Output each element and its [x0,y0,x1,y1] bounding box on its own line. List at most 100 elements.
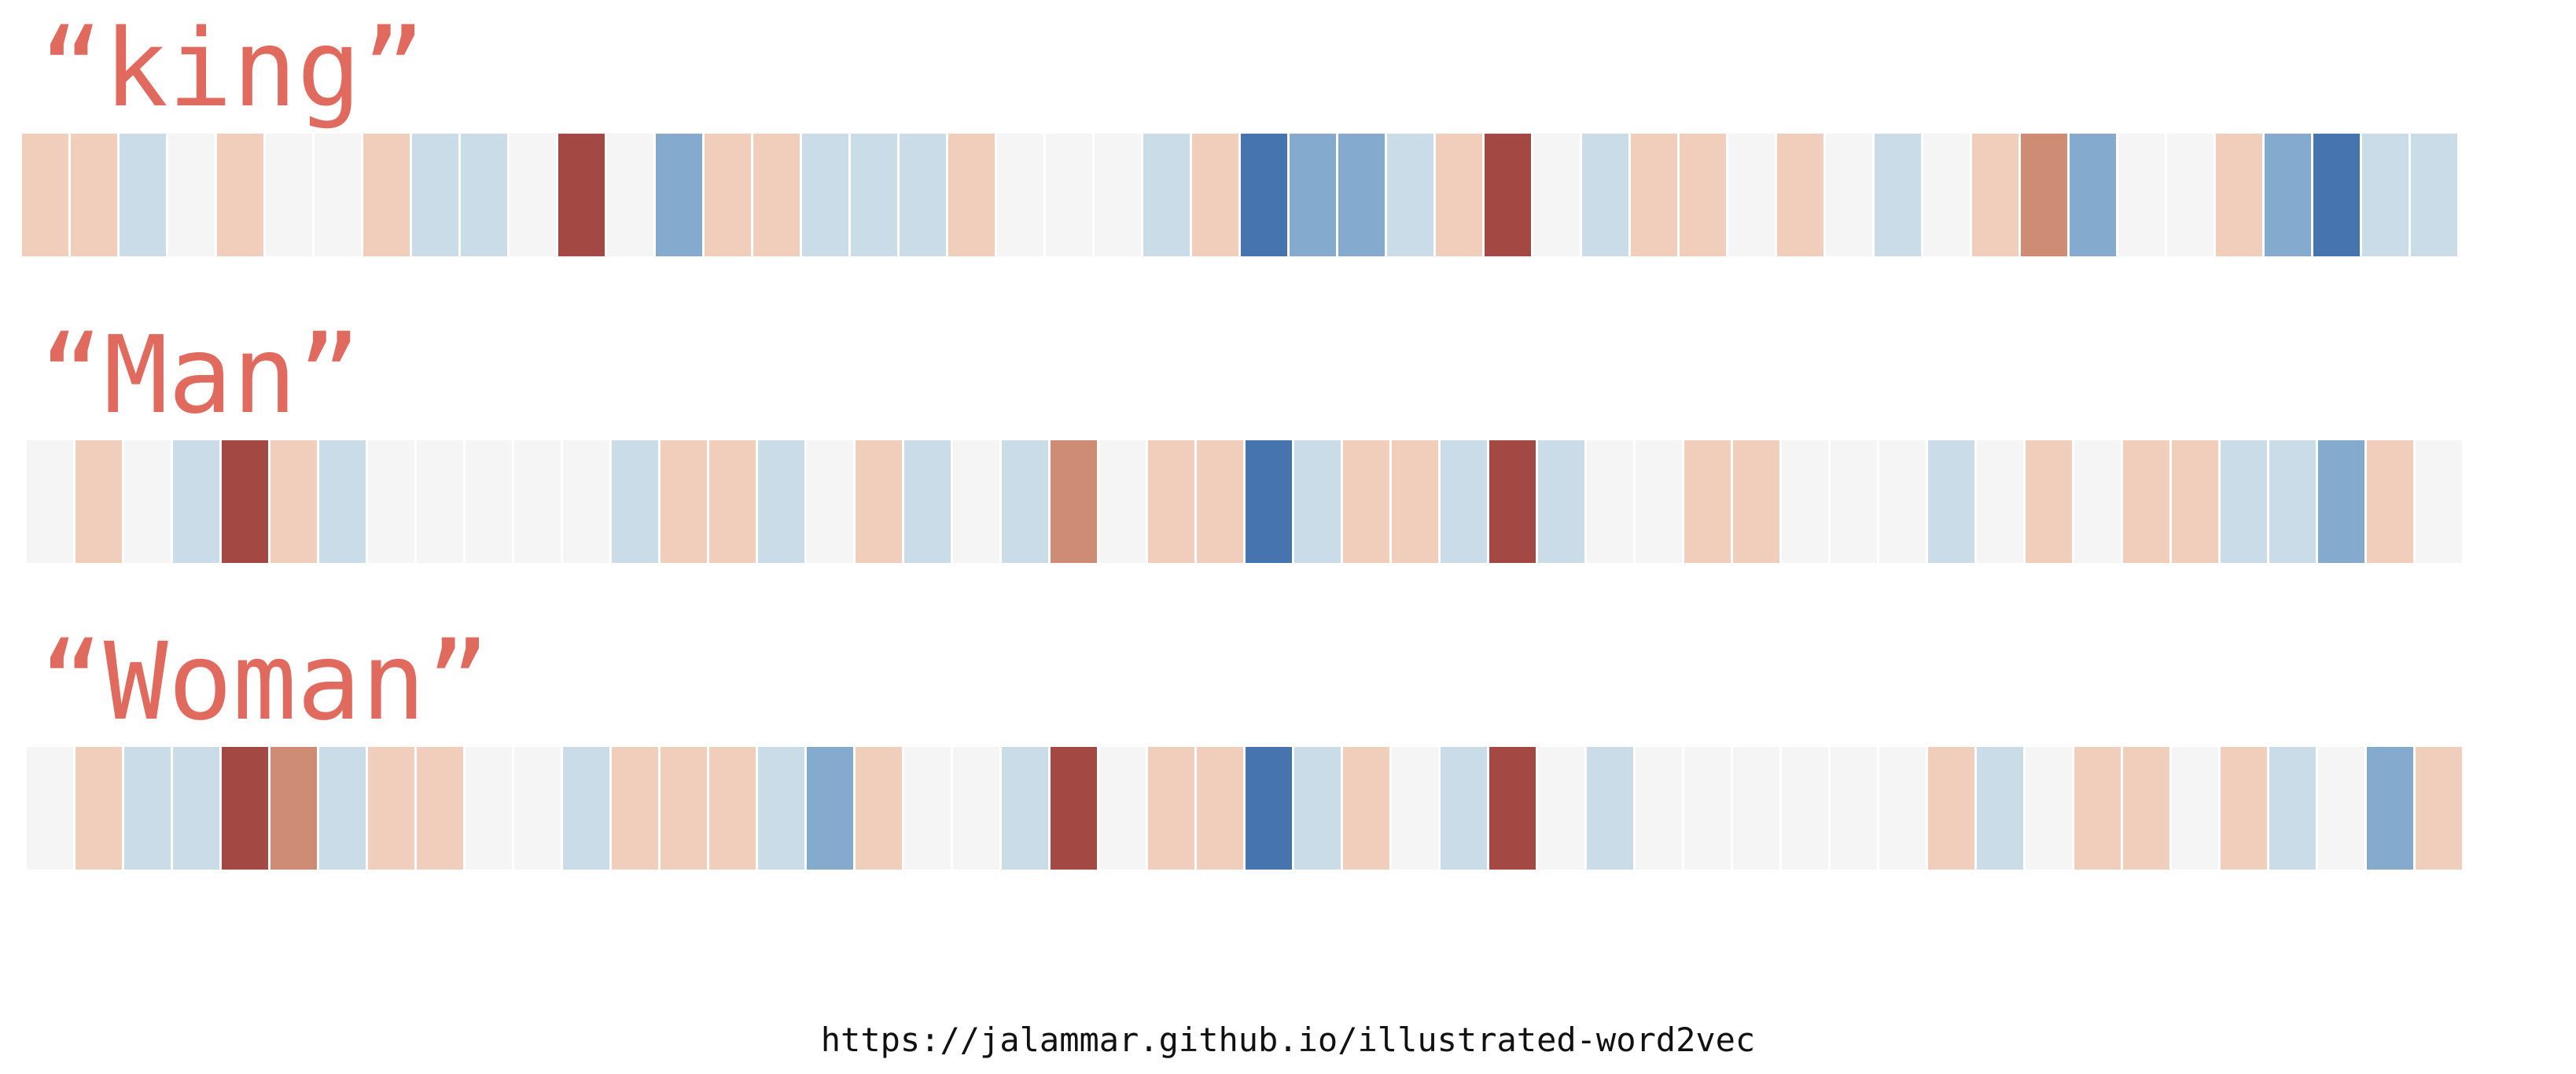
vector-cell [217,134,266,256]
vector-cell [412,134,461,256]
vector-cell [2367,440,2416,563]
vector-cell [1338,134,1387,256]
vector-cell [2118,134,2167,256]
vector-cell [1246,440,1294,563]
vector-cell [758,747,807,870]
embedding-vector-king [22,134,2576,256]
vector-cell [607,134,656,256]
vector-cell [709,747,758,870]
vector-cell [1392,440,1441,563]
vector-cell [2074,440,2123,563]
vector-cell [27,747,75,870]
vector-cell [1684,747,1733,870]
vector-cell [1538,440,1587,563]
vector-cell [1441,747,1489,870]
vector-cell [807,440,856,563]
vector-cell [856,440,904,563]
vector-cell [466,440,514,563]
vector-cell [1879,440,1928,563]
vector-cell [953,440,1002,563]
vector-cell [1095,134,1143,256]
vector-cell [2318,747,2367,870]
vector-cell [2416,747,2464,870]
vector-cell [75,440,124,563]
vector-cell [661,747,709,870]
vector-cell [953,747,1002,870]
vector-cell [1489,747,1538,870]
embedding-vector-woman [27,747,2576,870]
vector-cell [1148,440,1197,563]
word-label-woman: “Woman” [39,620,491,745]
vector-cell [368,440,417,563]
vector-cell [466,747,514,870]
vector-cell [1046,134,1095,256]
vector-cell [2313,134,2362,256]
vector-cell [1051,440,1099,563]
vector-cell [1733,440,1782,563]
vector-cell [2167,134,2216,256]
vector-cell [904,747,953,870]
vector-cell [2416,440,2464,563]
vector-cell [266,134,315,256]
vector-cell [270,747,319,870]
vector-cell [1972,134,2021,256]
vector-cell [856,747,904,870]
vector-cell [27,440,75,563]
vector-cell [417,440,466,563]
vector-cell [612,440,661,563]
word-label-man: “Man” [39,314,362,438]
vector-cell [1002,747,1051,870]
vector-cell [173,440,222,563]
vector-cell [2026,747,2074,870]
vector-cell [1923,134,1972,256]
vector-cell [368,747,417,870]
vector-cell [1294,440,1343,563]
vector-cell [1533,134,1582,256]
vector-cell [319,747,368,870]
vector-cell [222,440,270,563]
vector-cell [1436,134,1485,256]
vector-cell [2221,440,2269,563]
vector-cell [1826,134,1875,256]
vector-cell [1733,747,1782,870]
vector-cell [270,440,319,563]
vector-cell [1489,440,1538,563]
vector-cell [802,134,851,256]
vector-cell [1782,747,1831,870]
vector-cell [514,440,563,563]
vector-cell [705,134,753,256]
vector-cell [1538,747,1587,870]
vector-cell [709,440,758,563]
vector-cell [514,747,563,870]
vector-cell [1777,134,1826,256]
vector-cell [1197,747,1246,870]
vector-cell [2269,747,2318,870]
vector-cell [1294,747,1343,870]
vector-cell [563,747,612,870]
vector-cell [2221,747,2269,870]
vector-cell [2172,747,2221,870]
vector-cell [1782,440,1831,563]
vector-cell [851,134,900,256]
vector-cell [2269,440,2318,563]
vector-cell [315,134,363,256]
vector-cell [1387,134,1436,256]
vector-cell [510,134,558,256]
vector-cell [612,747,661,870]
vector-cell [1343,440,1392,563]
vector-cell [1582,134,1631,256]
vector-cell [2172,440,2221,563]
vector-cell [2411,134,2460,256]
vector-cell [1192,134,1241,256]
vector-cell [563,440,612,563]
vector-cell [1684,440,1733,563]
vector-cell [363,134,412,256]
vector-cell [1441,440,1489,563]
vector-cell [1977,440,2026,563]
source-url: https://jalammar.github.io/illustrated-w… [820,1021,1756,1059]
vector-cell [1831,440,1879,563]
vector-cell [807,747,856,870]
vector-cell [1636,440,1684,563]
vector-cell [1728,134,1777,256]
vector-cell [1879,747,1928,870]
